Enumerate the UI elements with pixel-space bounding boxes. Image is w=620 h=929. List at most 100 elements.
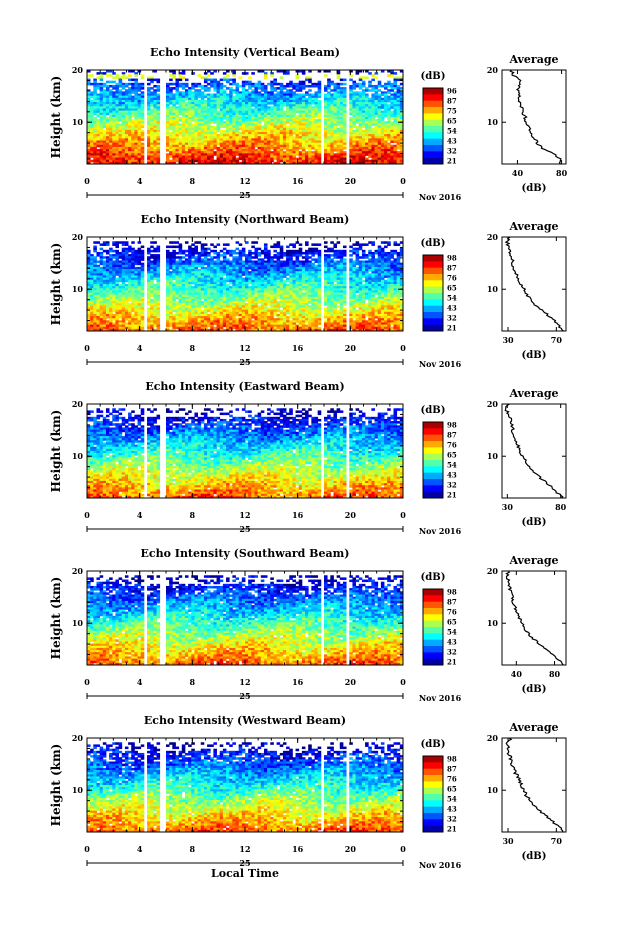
heatmap-cell (90, 74, 94, 77)
heatmap-cell (245, 72, 249, 75)
heatmap-cell (185, 85, 189, 88)
heatmap-cell (236, 153, 240, 156)
heatmap-cell (112, 256, 116, 259)
date-day-label: 25 (239, 190, 250, 200)
colorbar-band (423, 107, 443, 114)
heatmap-cell (179, 252, 183, 255)
heatmap-cell (359, 79, 363, 82)
heatmap-cell (204, 89, 208, 92)
heatmap-cell (371, 74, 375, 77)
heatmap-cell (172, 278, 176, 281)
heatmap-cell (141, 126, 145, 129)
heatmap-cell (93, 250, 97, 253)
heatmap-cell (375, 115, 379, 118)
heatmap-cell (150, 256, 154, 259)
heatmap-cell (169, 246, 173, 249)
heatmap-cell (226, 87, 230, 90)
heatmap-cell (106, 316, 110, 319)
heatmap-cell (286, 121, 290, 124)
heatmap-cell (119, 256, 123, 259)
heatmap-cell (384, 87, 388, 90)
y-axis-label: Height (km) (49, 76, 63, 159)
heatmap-cell (194, 160, 198, 163)
heatmap-cell (125, 280, 129, 283)
heatmap-cell (96, 76, 100, 79)
heatmap-cell (239, 158, 243, 161)
heatmap-cell (112, 310, 116, 313)
heatmap-cell (324, 89, 328, 92)
heatmap-cell (179, 79, 183, 82)
heatmap-cell (229, 83, 233, 86)
heatmap-cell (131, 91, 135, 94)
x-tick-label: 0 (84, 176, 90, 186)
heatmap-cell (96, 87, 100, 90)
heatmap-cell (343, 147, 347, 150)
heatmap-cell (122, 87, 126, 90)
heatmap-cell (125, 76, 129, 79)
heatmap-cell (270, 74, 274, 77)
heatmap-cell (175, 252, 179, 255)
heatmap-cell (248, 76, 252, 79)
heatmap-cell (217, 106, 221, 109)
colorbar-band (423, 145, 443, 152)
colorbar-tick-label: 32 (447, 147, 457, 156)
heatmap-cell (119, 119, 123, 122)
heatmap-cell (248, 87, 252, 90)
heatmap-cell (371, 123, 375, 126)
heatmap-cell (270, 160, 274, 163)
heatmap-cell (311, 147, 315, 150)
heatmap-cell (356, 72, 360, 75)
heatmap-cell (229, 79, 233, 82)
heatmap-cell (147, 79, 151, 82)
heatmap-cell (131, 115, 135, 118)
heatmap-cell (128, 250, 132, 253)
heatmap-cell (185, 98, 189, 101)
heatmap-cell (157, 81, 161, 84)
heatmap-cell (191, 119, 195, 122)
heatmap-cell (100, 79, 104, 82)
heatmap-cell (397, 147, 401, 150)
heatmap-cell (397, 79, 401, 82)
heatmap-cell (349, 79, 353, 82)
heatmap-cell (394, 87, 398, 90)
heatmap-cell (112, 72, 116, 75)
heatmap-cell (115, 246, 119, 249)
heatmap-cell (96, 254, 100, 257)
heatmap-cell (226, 81, 230, 84)
heatmap-cell (175, 241, 179, 244)
heatmap-cell (286, 72, 290, 75)
heatmap-cells (87, 70, 403, 164)
heatmap-cell (150, 104, 154, 107)
heatmap-cell (251, 85, 255, 88)
heatmap-cell (125, 318, 129, 321)
heatmap-cell (273, 89, 277, 92)
heatmap-cell (169, 83, 173, 86)
heatmap-cell (384, 115, 388, 118)
heatmap-cell (191, 282, 195, 285)
heatmap-cell (315, 115, 319, 118)
heatmap-cell (223, 72, 227, 75)
heatmap-cell (96, 261, 100, 264)
heatmap-cell (289, 85, 293, 88)
colorbar-band (423, 88, 443, 95)
heatmap-cell (387, 85, 391, 88)
heatmap-cell (100, 248, 104, 251)
heatmap-cell (292, 132, 296, 135)
heatmap-cell (106, 252, 110, 255)
heatmap-cell (213, 121, 217, 124)
profile-frame (502, 70, 566, 164)
heatmap-cell (390, 106, 394, 109)
y-tick-label: 20 (72, 65, 84, 75)
heatmap-cell (90, 155, 94, 158)
colorbar-tick-label: 43 (447, 137, 457, 146)
heatmap-cell (365, 89, 369, 92)
heatmap-cell (267, 102, 271, 105)
heatmap-cell (330, 89, 334, 92)
heatmap-cell (254, 145, 258, 148)
heatmap-cell (122, 76, 126, 79)
heatmap-cell (381, 94, 385, 97)
heatmap-cell (122, 243, 126, 246)
heatmap-cell (387, 91, 391, 94)
heatmap-cell (198, 265, 202, 268)
heatmap-cell (103, 126, 107, 129)
